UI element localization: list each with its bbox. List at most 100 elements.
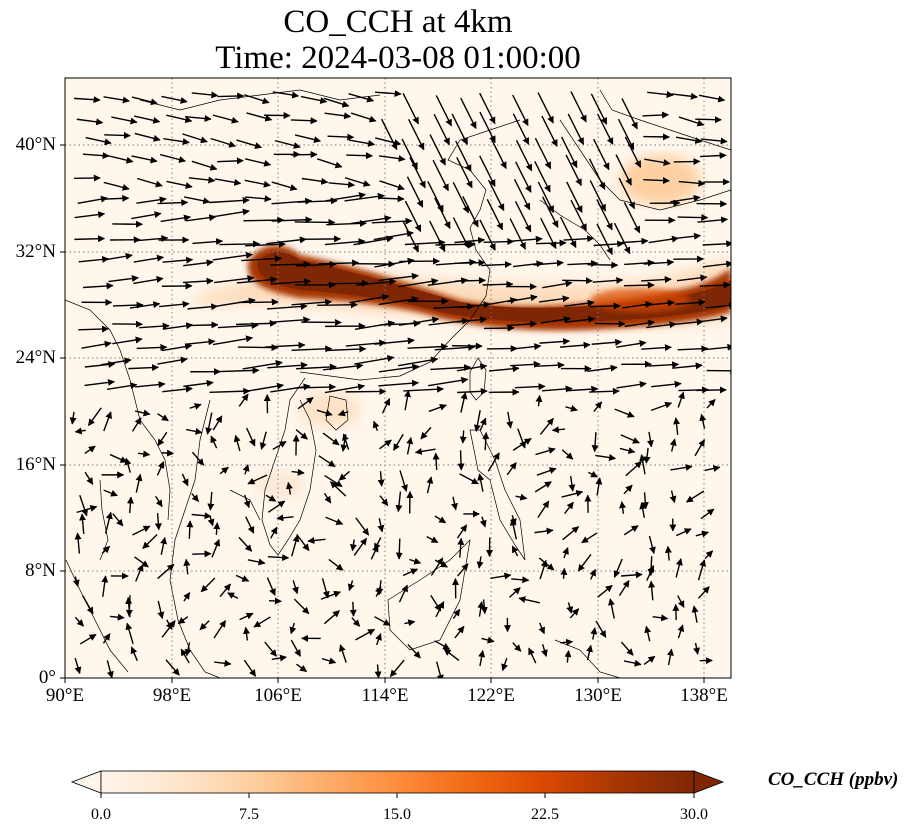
wind-arrow [131,96,158,106]
wind-arrow [82,152,110,160]
wind-arrow [213,522,221,535]
wind-arrow [329,481,347,497]
wind-arrow [103,96,130,104]
wind-arrow [404,239,446,247]
wind-arrow [183,592,191,602]
wind-arrow [212,415,223,431]
wind-arrow [292,580,299,595]
wind-arrow [112,336,143,345]
colorbar-tick-label: 30.0 [680,806,708,823]
wind-arrow [264,341,306,349]
wind-arrow [108,275,139,283]
wind-arrow [592,276,624,284]
wind-arrow [270,526,278,539]
wind-arrow [214,178,242,186]
wind-arrow [699,281,731,289]
wind-arrow [353,235,394,246]
wind-arrow [102,194,130,202]
lon-label-130e: 130°E [574,685,622,706]
wind-arrow [695,530,709,538]
wind-arrow [482,432,490,451]
wind-arrow [177,616,189,625]
wind-arrow [517,428,526,449]
wind-arrow [624,259,655,267]
wind-arrow [664,545,672,561]
wind-arrow [518,596,541,604]
wind-arrow [186,427,203,435]
wind-arrow [456,363,488,372]
wind-arrow [375,137,402,147]
wind-arrow [541,115,558,147]
wind-arrow [76,505,98,514]
wind-arrow [540,315,571,324]
wind-arrow [324,474,343,488]
wind-arrow [294,134,321,144]
wind-arrow [514,383,546,391]
wind-arrow [460,301,491,309]
wind-arrow [622,301,653,309]
wind-arrow [128,364,160,372]
wind-arrow [377,471,385,487]
wind-arrow [130,646,138,662]
wind-arrow [138,450,151,458]
wind-arrow [74,235,106,243]
wind-arrow [297,197,338,205]
wind-arrow [564,299,595,307]
wind-arrow [353,537,368,556]
wind-arrow [536,467,557,476]
wind-arrow [443,648,460,661]
wind-arrow [510,360,541,368]
wind-arrow [452,608,461,619]
wind-arrow [82,282,114,290]
wind-arrow [701,137,728,145]
colorbar-tick-label: 15.0 [383,806,411,823]
wind-arrow [236,276,278,284]
wind-arrow [317,301,358,309]
wind-arrow [125,596,133,618]
wind-arrow [564,315,596,324]
wind-arrow [389,659,405,678]
wind-arrow [348,139,376,147]
wind-arrow [354,320,396,331]
wind-arrow [218,366,260,374]
wind-arrow [136,177,163,188]
wind-arrow [184,338,216,346]
lat-label-24n: 24°N [15,347,56,368]
wind-arrow [512,235,543,243]
wind-arrow [581,532,598,544]
wind-arrow [646,431,654,448]
wind-arrow [677,214,709,222]
wind-arrow [242,359,283,370]
wind-arrow [623,525,639,536]
wind-arrow [320,590,341,600]
wind-arrow [648,535,656,555]
wind-arrow [271,216,313,224]
wind-arrow [435,601,445,618]
wind-arrow [697,216,729,224]
wind-arrow [349,293,390,304]
wind-arrow [274,139,301,149]
wind-arrow [344,177,371,187]
wind-arrow [157,600,165,620]
wind-arrow [379,495,389,507]
wind-arrow [266,303,308,311]
wind-arrow [205,412,213,435]
wind-arrow [644,158,671,166]
wind-arrow [296,663,308,673]
wind-arrow [428,404,447,413]
wind-arrow [639,454,647,475]
axis-ticks [60,144,705,683]
wind-arrow [589,302,621,310]
wind-arrow [244,158,272,167]
wind-arrow [238,393,249,407]
wind-arrow [210,435,218,449]
wind-arrow [134,115,161,124]
wind-arrow [377,195,405,203]
wind-arrow [452,182,470,214]
wind-arrow [134,556,149,568]
wind-arrow [243,494,251,509]
wind-arrow [136,343,168,351]
colorbar-gradient [100,770,695,794]
wind-arrow [134,409,151,417]
wind-arrow [322,432,340,446]
